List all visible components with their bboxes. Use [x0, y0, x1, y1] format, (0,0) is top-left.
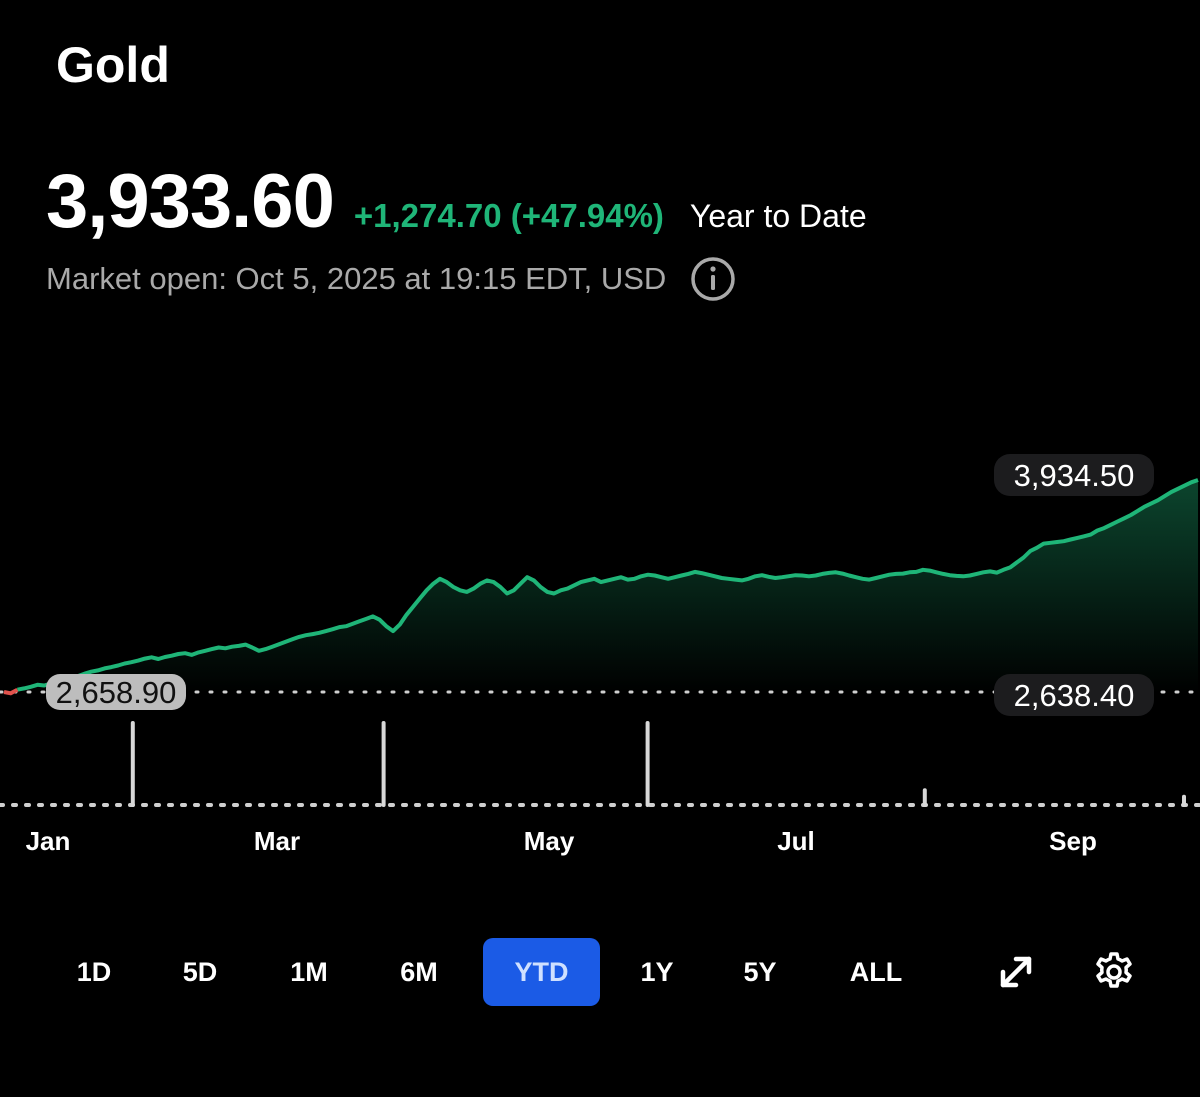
- range-selector: 1D 5D 1M 6M YTD 1Y 5Y ALL: [0, 938, 1200, 1008]
- current-price: 3,933.60: [46, 159, 335, 244]
- market-status: Market open: Oct 5, 2025 at 19:15 EDT, U…: [46, 261, 667, 296]
- range-button-ytd[interactable]: YTD: [483, 938, 600, 1006]
- reference-price-pill: 2,658.90: [46, 674, 186, 710]
- range-button-6m[interactable]: 6M: [400, 956, 438, 987]
- x-tick-label: Jul: [777, 826, 815, 856]
- expand-arrows-icon[interactable]: [994, 950, 1038, 994]
- high-price-pill: 3,934.50: [994, 454, 1154, 496]
- range-button-1y[interactable]: 1Y: [640, 956, 674, 987]
- price-area: [4, 480, 1198, 694]
- x-tick-label: Jan: [26, 826, 71, 856]
- price-chart[interactable]: 2,658.90 3,934.50 2,638.40 Jan Mar May Jul S…: [0, 440, 1200, 870]
- price-line: [17, 478, 1199, 692]
- range-button-all[interactable]: ALL: [849, 956, 903, 987]
- range-button-5d[interactable]: 5D: [182, 956, 218, 987]
- range-button-1d[interactable]: 1D: [76, 956, 112, 987]
- price-line-down: [3, 687, 19, 696]
- page-title: Gold: [56, 37, 170, 93]
- gear-icon[interactable]: [1092, 950, 1136, 994]
- x-tick-label: May: [524, 826, 575, 856]
- range-button-5y[interactable]: 5Y: [743, 956, 777, 987]
- info-circle-icon[interactable]: [690, 256, 736, 302]
- x-tick-label: Sep: [1049, 826, 1097, 856]
- price-change: +1,274.70 (+47.94%): [353, 197, 664, 234]
- price-row: 3,933.60 +1,274.70 (+47.94%) Year to Dat…: [46, 158, 867, 245]
- range-button-1m[interactable]: 1M: [290, 956, 328, 987]
- period-label: Year to Date: [689, 198, 867, 234]
- previous-close-pill: 2,638.40: [994, 674, 1154, 716]
- x-tick-label: Mar: [254, 826, 300, 856]
- status-row: Market open: Oct 5, 2025 at 19:15 EDT, U…: [46, 256, 736, 302]
- high-price-label: 3,934.50: [1014, 458, 1135, 493]
- previous-close-label: 2,638.40: [1014, 678, 1135, 713]
- reference-price-label: 2,658.90: [56, 675, 177, 710]
